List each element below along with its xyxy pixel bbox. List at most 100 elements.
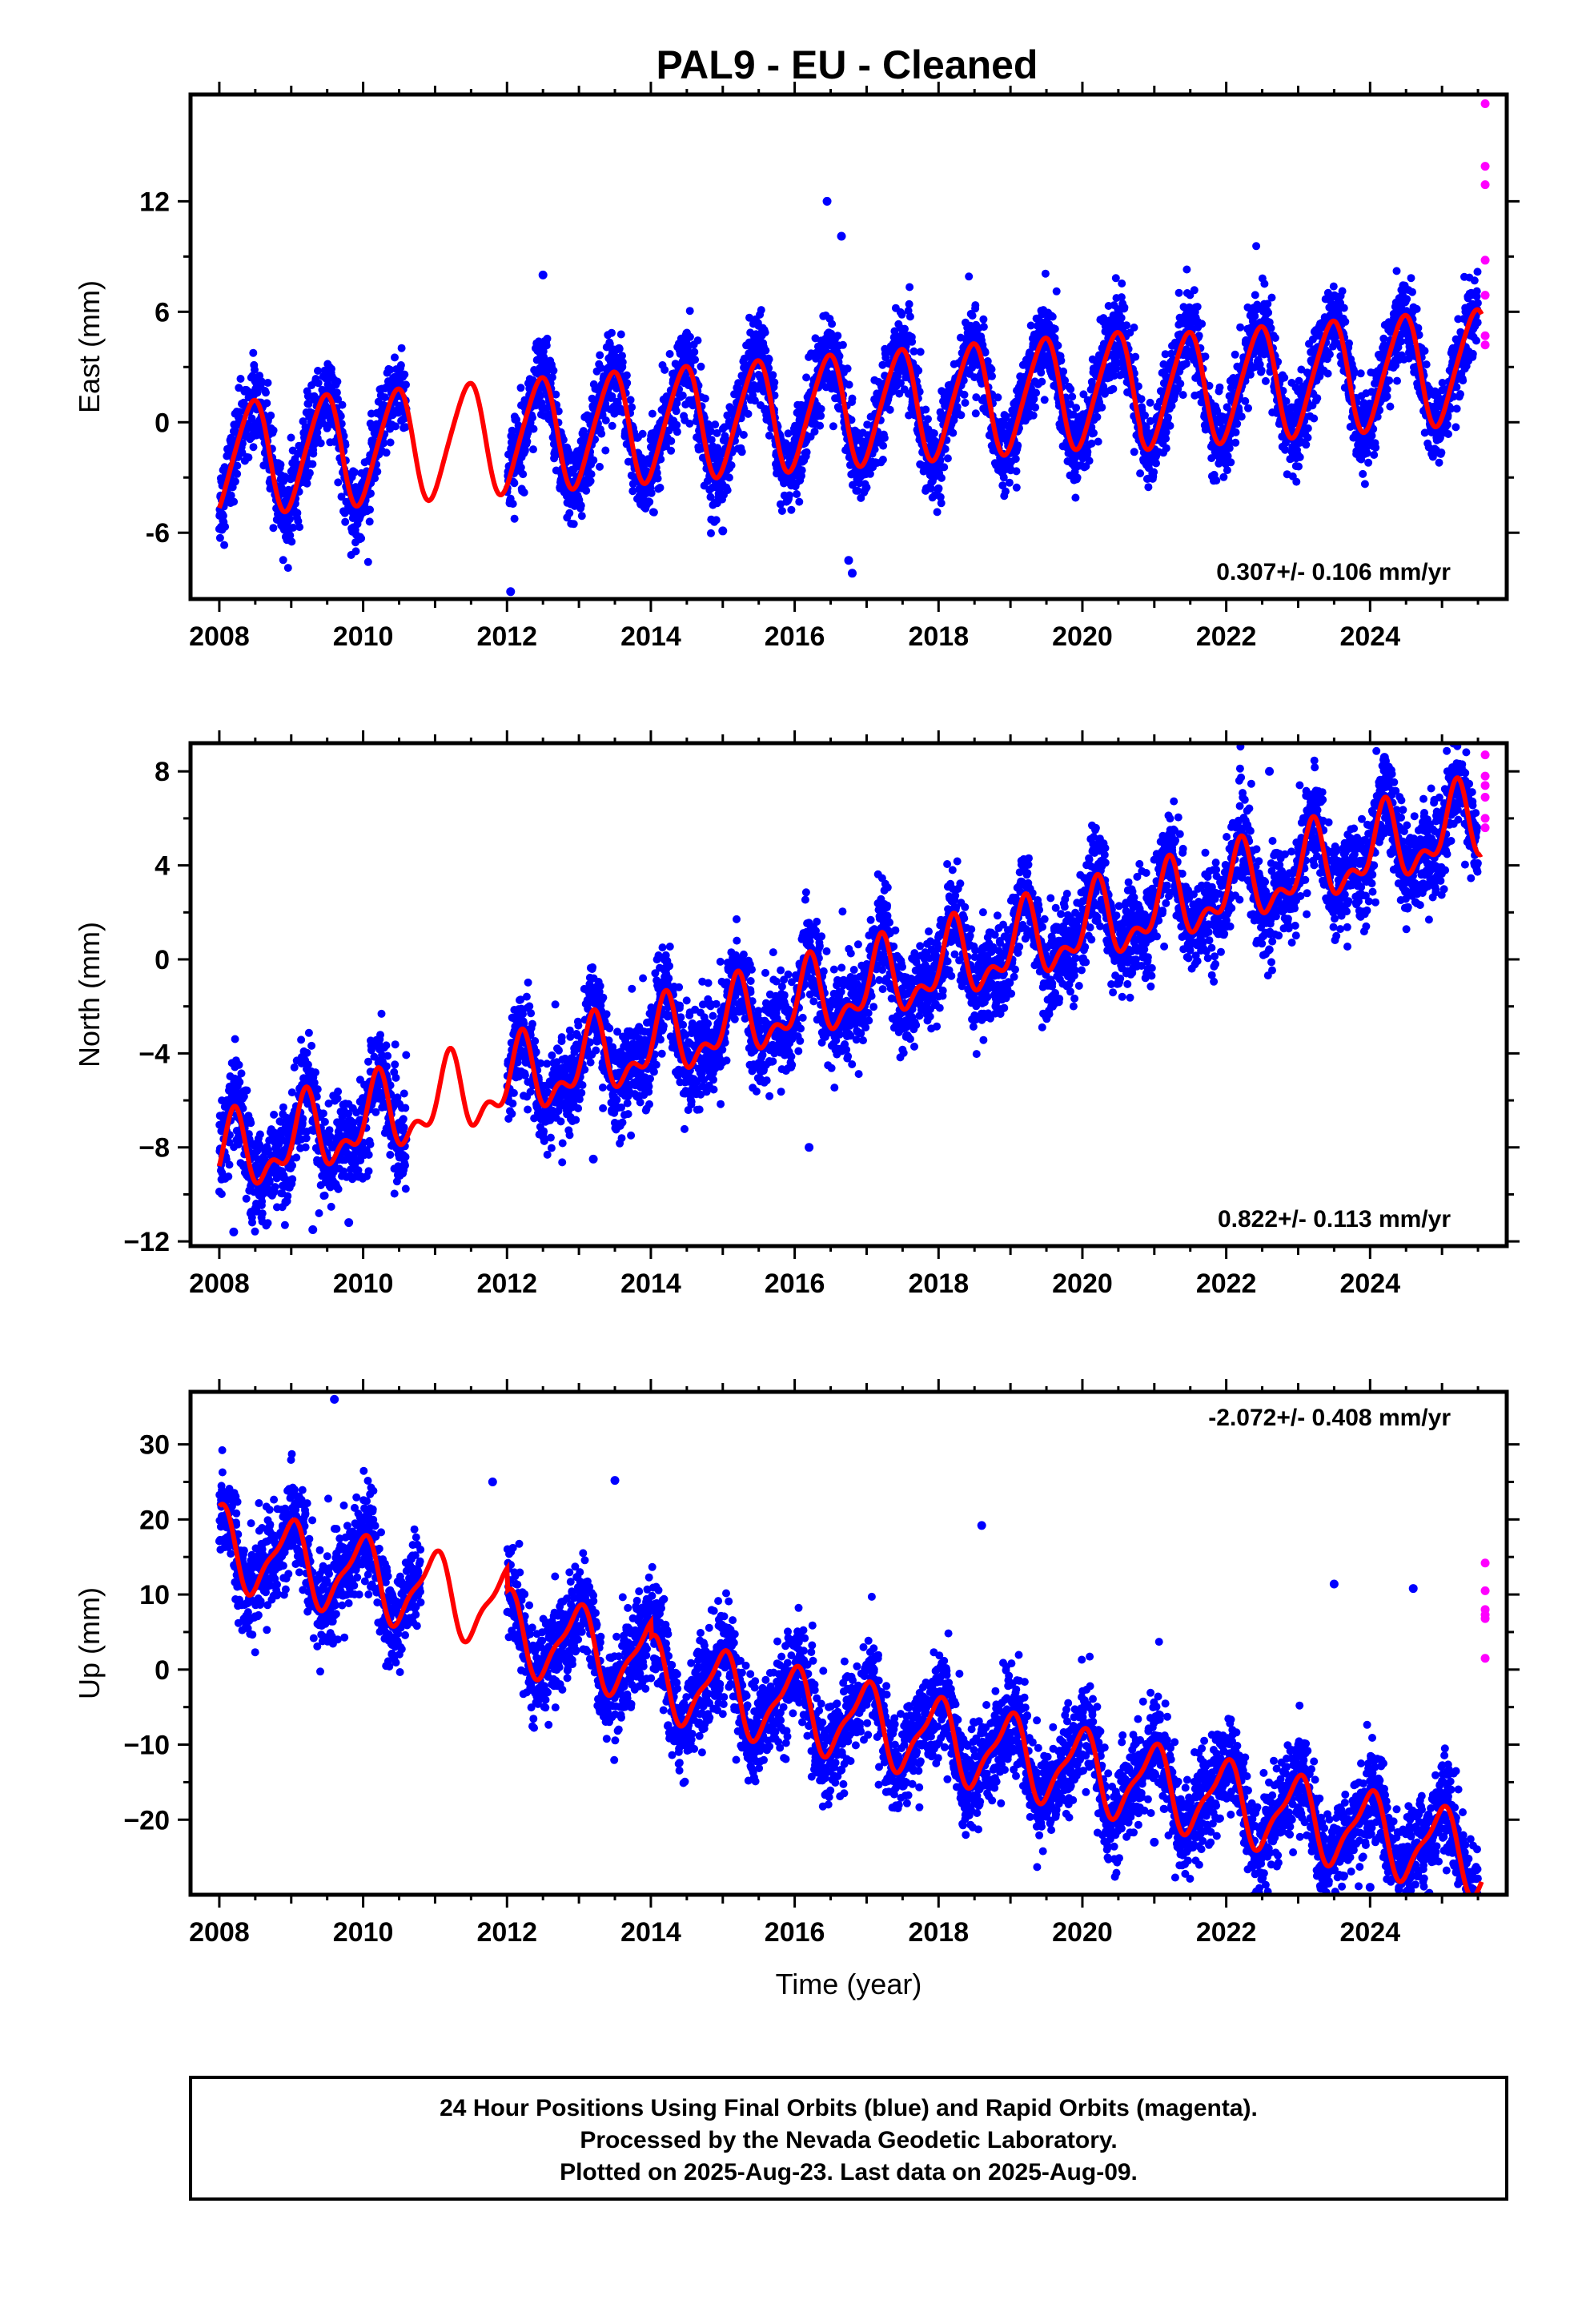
final-point (1261, 376, 1270, 385)
final-point (1117, 313, 1126, 322)
final-point (994, 393, 1002, 402)
final-point (587, 470, 596, 479)
final-point (337, 493, 346, 501)
final-point (596, 351, 604, 360)
final-point (251, 365, 259, 374)
final-point (269, 426, 278, 435)
final-point (645, 497, 654, 506)
final-point (845, 380, 853, 389)
final-point (1193, 303, 1202, 312)
final-point (1295, 462, 1303, 471)
final-point (626, 396, 635, 404)
final-point (516, 463, 525, 472)
final-point (833, 332, 842, 340)
final-point (1345, 339, 1353, 348)
final-point (1040, 396, 1049, 404)
final-point (373, 467, 382, 476)
final-point (656, 484, 665, 492)
final-point (257, 377, 266, 386)
final-point (552, 390, 560, 399)
final-point (327, 364, 335, 373)
final-point (1068, 392, 1077, 401)
final-point (608, 421, 616, 430)
final-point (1182, 360, 1191, 368)
final-point (879, 441, 888, 450)
final-point (308, 460, 317, 468)
final-point (816, 421, 825, 430)
final-point (761, 346, 770, 355)
final-point (235, 408, 243, 416)
final-point (1057, 356, 1066, 365)
final-point (618, 358, 627, 367)
final-point (608, 392, 616, 400)
final-point (835, 352, 844, 360)
final-point (249, 443, 258, 452)
final-point (673, 428, 681, 436)
final-point (1403, 295, 1411, 304)
final-point (1094, 437, 1102, 446)
final-point (534, 337, 543, 346)
final-point (667, 436, 676, 445)
final-point (1233, 420, 1242, 428)
final-point (711, 420, 720, 429)
final-point (1371, 443, 1380, 452)
final-point (1048, 312, 1057, 321)
final-point (965, 272, 974, 281)
final-point (523, 437, 532, 446)
final-point (596, 462, 604, 471)
final-point (693, 336, 702, 345)
final-point (338, 400, 347, 409)
final-point (1150, 468, 1158, 476)
final-point (1280, 373, 1289, 382)
final-point (701, 394, 709, 403)
final-point (905, 283, 914, 292)
final-point (1407, 274, 1415, 283)
final-point (519, 470, 528, 479)
final-point (1073, 473, 1082, 482)
final-point (227, 491, 235, 500)
final-point (366, 505, 374, 514)
final-point (230, 497, 239, 506)
final-point (622, 371, 631, 380)
final-point (1227, 458, 1235, 467)
final-point (943, 454, 952, 463)
final-point (1032, 388, 1041, 397)
final-point (1093, 412, 1102, 421)
final-point (565, 509, 574, 517)
final-point (757, 306, 765, 315)
final-point (1190, 286, 1199, 295)
final-point (263, 379, 272, 387)
final-point (795, 497, 804, 506)
final-point (1356, 369, 1365, 378)
final-point (1098, 403, 1106, 412)
final-point (1066, 385, 1075, 393)
final-point (262, 388, 270, 397)
final-point (885, 405, 894, 414)
final-point (1252, 242, 1261, 251)
final-point (691, 356, 700, 364)
final-point (1130, 448, 1138, 456)
final-point (769, 371, 777, 380)
final-point (287, 537, 296, 546)
final-point (351, 547, 360, 556)
final-point (647, 489, 656, 497)
final-point (221, 522, 230, 531)
final-point (1281, 445, 1290, 454)
final-point (286, 531, 295, 540)
final-point (725, 473, 733, 482)
final-point (231, 477, 239, 486)
final-point (934, 484, 943, 493)
final-point (653, 474, 662, 483)
final-point (685, 332, 694, 341)
final-point (916, 348, 925, 356)
final-point (1215, 383, 1224, 392)
final-point (1041, 269, 1050, 278)
final-point (1137, 395, 1146, 404)
final-point (586, 476, 595, 485)
final-point (336, 412, 345, 420)
final-point (576, 501, 585, 510)
final-point (1012, 483, 1021, 492)
final-point (542, 341, 551, 350)
final-point (971, 301, 980, 310)
final-point (1364, 458, 1373, 467)
